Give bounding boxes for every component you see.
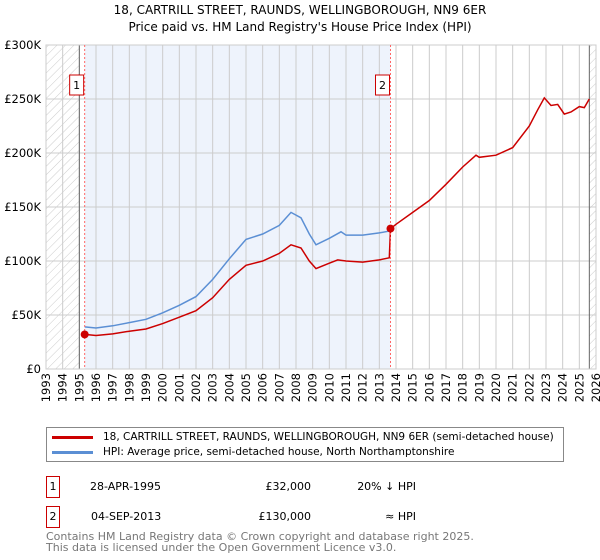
chart-title: 18, CARTRILL STREET, RAUNDS, WELLINGBORO… bbox=[114, 3, 487, 17]
x-tick-label: 2020 bbox=[489, 373, 503, 402]
footer-line: Contains HM Land Registry data © Crown c… bbox=[46, 530, 474, 543]
x-tick-label: 1995 bbox=[72, 373, 86, 402]
x-tick-label: 2007 bbox=[272, 373, 286, 402]
x-tick-label: 2001 bbox=[172, 373, 186, 402]
price-chart: 18, CARTRILL STREET, RAUNDS, WELLINGBORO… bbox=[4, 3, 600, 402]
transaction-hpi: ≈ HPI bbox=[385, 510, 416, 523]
transaction-price: £32,000 bbox=[265, 480, 312, 493]
transaction-hpi: 20% ↓ HPI bbox=[357, 480, 416, 493]
x-tick-label: 2014 bbox=[389, 373, 403, 402]
x-tick-label: 1993 bbox=[39, 373, 53, 402]
y-tick-label: £50K bbox=[12, 308, 42, 322]
transaction-badge: 2 bbox=[46, 506, 60, 528]
legend-label: 18, CARTRILL STREET, RAUNDS, WELLINGBORO… bbox=[103, 431, 554, 443]
y-tick-label: £150K bbox=[4, 200, 41, 214]
y-tick-label: £0 bbox=[26, 362, 41, 376]
transaction-date: 28-APR-1995 bbox=[90, 480, 162, 493]
property-price-line bbox=[84, 96, 590, 337]
sale-badge bbox=[69, 74, 85, 96]
x-tick-label: 2004 bbox=[222, 373, 236, 402]
legend-item-hpi: HPI: Average price, semi-detached house,… bbox=[47, 446, 454, 458]
y-tick-label: £250K bbox=[4, 92, 41, 106]
x-tick-label: 2005 bbox=[239, 373, 253, 402]
legend-swatch-blue bbox=[52, 450, 93, 454]
transaction-badge: 1 bbox=[46, 476, 60, 498]
y-tick-label: £300K bbox=[4, 38, 41, 52]
x-tick-label: 2013 bbox=[372, 373, 386, 402]
transaction-row: 2 04-SEP-2013 £130,000 ≈ HPI bbox=[46, 506, 566, 528]
x-tick-label: 2012 bbox=[356, 373, 370, 402]
x-tick-label: 2010 bbox=[322, 373, 336, 402]
hpi-line bbox=[84, 211, 391, 329]
x-tick-label: 2017 bbox=[439, 373, 453, 402]
y-tick-label: £100K bbox=[4, 254, 41, 268]
transaction-price: £130,000 bbox=[258, 510, 312, 523]
footer-line: This data is licensed under the Open Gov… bbox=[46, 541, 397, 554]
sale-badge-label: 1 bbox=[73, 79, 80, 92]
x-tick-label: 1996 bbox=[89, 373, 103, 402]
x-tick-label: 2025 bbox=[572, 373, 586, 402]
x-tick-label: 2008 bbox=[289, 373, 303, 402]
legend-item-property: 18, CARTRILL STREET, RAUNDS, WELLINGBORO… bbox=[47, 431, 554, 443]
chart-subtitle: Price paid vs. HM Land Registry's House … bbox=[128, 20, 471, 34]
x-tick-label: 2023 bbox=[539, 373, 553, 402]
x-tick-label: 2022 bbox=[522, 373, 536, 402]
legend-swatch-red bbox=[52, 435, 93, 439]
footer: Contains HM Land Registry data © Crown c… bbox=[46, 531, 474, 553]
x-tick-label: 1998 bbox=[122, 373, 136, 402]
x-tick-label: 2009 bbox=[306, 373, 320, 402]
x-tick-label: 2000 bbox=[156, 373, 170, 402]
x-tick-label: 2019 bbox=[472, 373, 486, 402]
x-tick-label: 2018 bbox=[456, 373, 470, 402]
x-tick-label: 1999 bbox=[139, 373, 153, 402]
transaction-date: 04-SEP-2013 bbox=[91, 510, 162, 523]
x-tick-label: 2016 bbox=[422, 373, 436, 402]
x-tick-label: 2011 bbox=[339, 373, 353, 402]
sale-point bbox=[386, 224, 395, 233]
x-tick-label: 1994 bbox=[56, 373, 70, 402]
x-tick-label: 2021 bbox=[506, 373, 520, 402]
x-tick-label: 2026 bbox=[589, 373, 600, 402]
x-tick-label: 2002 bbox=[189, 373, 203, 402]
x-tick-label: 2003 bbox=[206, 373, 220, 402]
transaction-row: 1 28-APR-1995 £32,000 20% ↓ HPI bbox=[46, 476, 566, 498]
x-tick-label: 1997 bbox=[106, 373, 120, 402]
legend: 18, CARTRILL STREET, RAUNDS, WELLINGBORO… bbox=[46, 427, 564, 462]
y-tick-label: £200K bbox=[4, 146, 41, 160]
plot-frame bbox=[45, 44, 597, 370]
sale-point bbox=[80, 330, 89, 339]
legend-label: HPI: Average price, semi-detached house,… bbox=[103, 446, 455, 458]
x-tick-label: 2015 bbox=[406, 373, 420, 402]
sale-badge-label: 2 bbox=[379, 79, 386, 92]
x-tick-label: 2024 bbox=[556, 373, 570, 402]
sale-badge bbox=[375, 74, 390, 96]
x-tick-label: 2006 bbox=[256, 373, 270, 402]
